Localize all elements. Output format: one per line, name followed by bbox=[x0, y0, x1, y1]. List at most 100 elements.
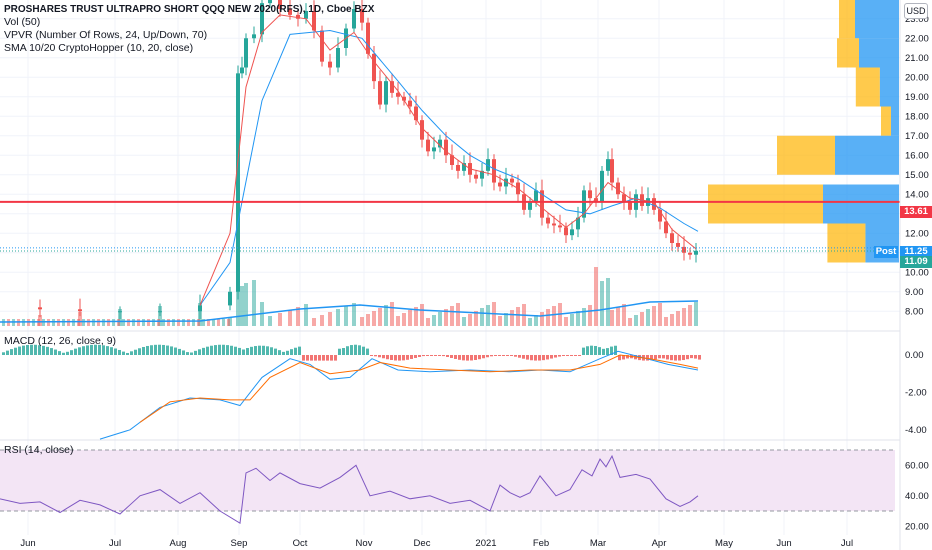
volume-bar bbox=[682, 308, 686, 326]
macd-hist-bar bbox=[302, 355, 305, 361]
macd-hist-bar bbox=[186, 352, 189, 355]
price-axis: 23.00 22.00 21.00 20.00 19.00 18.00 17.00 16.00… bbox=[905, 14, 929, 318]
candle-body bbox=[504, 178, 508, 187]
volume-bar bbox=[187, 319, 190, 326]
macd-hist-bar bbox=[82, 346, 85, 355]
sma-slow-line bbox=[199, 29, 699, 306]
rsi-axis: 60.00 40.00 20.00 bbox=[905, 460, 929, 532]
macd-hist-bar bbox=[202, 347, 205, 355]
volume-bar bbox=[366, 314, 370, 326]
candle-body bbox=[390, 81, 394, 93]
time-tick-label: Feb bbox=[533, 538, 549, 549]
volume-bar bbox=[438, 312, 442, 326]
macd-hist-bar bbox=[554, 355, 557, 358]
legend: PROSHARES TRUST ULTRAPRO SHORT QQQ NEW 2… bbox=[4, 3, 374, 55]
macd-hist-bar bbox=[506, 355, 509, 356]
volume-bar bbox=[570, 314, 574, 326]
legend-vpvr[interactable]: VPVR (Number Of Rows, 24, Up/Down, 70) bbox=[4, 29, 208, 41]
macd-hist-bar bbox=[154, 344, 157, 355]
macd-hist-bar bbox=[2, 352, 5, 355]
candle-body bbox=[288, 9, 292, 15]
candle-body bbox=[492, 159, 496, 183]
volume-bar bbox=[87, 319, 90, 326]
macd-line bbox=[99, 350, 699, 440]
macd-hist-bar bbox=[174, 347, 177, 355]
volume-bar bbox=[468, 314, 472, 326]
volume-bar bbox=[197, 319, 200, 326]
macd-hist-bar bbox=[422, 355, 425, 357]
volume-bar bbox=[408, 310, 412, 326]
symbol-title[interactable]: PROSHARES TRUST ULTRAPRO SHORT QQQ NEW 2… bbox=[4, 4, 375, 15]
price-tick-label: 12.00 bbox=[905, 228, 929, 239]
macd-hist-bar bbox=[602, 348, 605, 355]
candle-body bbox=[366, 22, 370, 54]
macd-hist-bar bbox=[182, 350, 185, 355]
time-tick-label: 2021 bbox=[475, 538, 496, 549]
macd-hist-bar bbox=[102, 345, 105, 355]
candle-body bbox=[296, 14, 300, 19]
macd-hist-bar bbox=[278, 350, 281, 355]
price-tick-label: 20.00 bbox=[905, 72, 929, 83]
rsi-label[interactable]: RSI (14, close) bbox=[4, 444, 74, 456]
candle-body bbox=[474, 174, 478, 179]
time-tick-label: Sep bbox=[231, 538, 248, 549]
macd-hist-bar bbox=[78, 347, 81, 355]
macd-hist-bar bbox=[222, 344, 225, 355]
macd-hist-bar bbox=[166, 345, 169, 355]
time-tick-label: Nov bbox=[356, 538, 373, 549]
volume-bar bbox=[658, 303, 662, 326]
candle-body bbox=[552, 223, 556, 226]
macd-hist-bar bbox=[406, 355, 409, 360]
macd-label[interactable]: MACD (12, 26, close, 9) bbox=[4, 335, 117, 347]
legend-vol[interactable]: Vol (50) bbox=[4, 16, 41, 28]
macd-hist-bar bbox=[270, 347, 273, 355]
volume-bar bbox=[432, 315, 436, 326]
macd-hist-bar bbox=[650, 355, 653, 361]
macd-hist-bar bbox=[362, 346, 365, 355]
volume-bar bbox=[167, 319, 170, 326]
candle-body bbox=[244, 38, 248, 68]
volume-bar bbox=[402, 313, 406, 326]
candle-body bbox=[378, 81, 382, 105]
candle-body bbox=[546, 217, 550, 224]
currency-badge[interactable]: USD bbox=[904, 3, 928, 19]
price-tick-label: 10.00 bbox=[905, 267, 929, 278]
macd-tick-label: -2.00 bbox=[905, 387, 927, 398]
volume-bar bbox=[328, 312, 332, 326]
price-tick-label: 22.00 bbox=[905, 33, 929, 44]
candle-body bbox=[268, 0, 272, 4]
rsi-band bbox=[0, 450, 895, 511]
candle-body bbox=[528, 202, 532, 210]
volume-bar bbox=[652, 306, 656, 326]
volume-bar bbox=[480, 308, 484, 326]
price-tick-label: 18.00 bbox=[905, 111, 929, 122]
macd-hist-bar bbox=[62, 352, 65, 355]
vpvr-up-bar bbox=[859, 38, 899, 68]
volume-bar bbox=[67, 319, 70, 326]
volume-bar bbox=[202, 319, 205, 326]
macd-hist-bar bbox=[398, 355, 401, 361]
macd-hist-bar bbox=[226, 345, 229, 355]
volume-bar bbox=[628, 318, 632, 326]
candle-body bbox=[312, 10, 316, 31]
macd-histogram bbox=[2, 344, 701, 361]
macd-tick-label: 0.00 bbox=[905, 350, 924, 361]
candle-body bbox=[694, 250, 698, 255]
macd-hist-bar bbox=[46, 346, 49, 355]
volume-bar bbox=[606, 278, 610, 326]
candles bbox=[38, 0, 698, 320]
macd-hist-bar bbox=[442, 355, 445, 357]
macd-hist-bar bbox=[550, 355, 553, 359]
volume-bar bbox=[107, 319, 110, 326]
macd-hist-bar bbox=[242, 349, 245, 355]
volume-bar bbox=[127, 319, 130, 326]
macd-hist-bar bbox=[230, 345, 233, 355]
vpvr-down-bar bbox=[837, 38, 859, 68]
macd-hist-bar bbox=[206, 346, 209, 355]
macd-hist-bar bbox=[578, 355, 581, 356]
legend-sma[interactable]: SMA 10/20 CryptoHopper (10, 20, close) bbox=[4, 42, 194, 54]
rsi-tick-label: 60.00 bbox=[905, 460, 929, 471]
macd-hist-bar bbox=[30, 344, 33, 355]
volume-bar bbox=[622, 304, 626, 326]
